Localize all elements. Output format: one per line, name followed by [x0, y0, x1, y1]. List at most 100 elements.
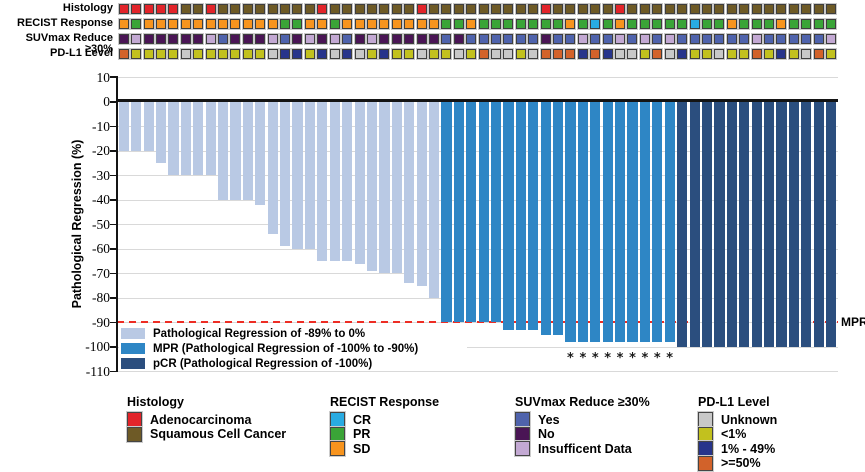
- track-cell-pdl1_ge50: [750, 47, 763, 60]
- track-cell-suv_insufficient: [576, 32, 589, 45]
- track-cell-squamous: [490, 2, 502, 15]
- track-cell-squamous: [775, 2, 788, 15]
- track-cell-squamous: [254, 2, 267, 15]
- track-cell-pdl1_ge50: [651, 47, 664, 60]
- waterfall-bar: [193, 101, 204, 176]
- y-tick-mark: [110, 174, 117, 177]
- waterfall-bar: [701, 101, 713, 347]
- track-cell-squamous: [217, 2, 230, 15]
- waterfall-bar: [453, 101, 464, 323]
- track-cell-suv_insufficient: [824, 32, 837, 45]
- track-cell-adenocarcinoma: [142, 2, 155, 15]
- waterfall-bar: [627, 101, 638, 343]
- legend-item: 1% - 49%: [697, 440, 775, 457]
- y-tick-mark: [110, 346, 117, 348]
- waterfall-bar: [342, 101, 353, 262]
- track-cell-recist_pr: [477, 17, 490, 30]
- track-cell-pdl1_lt1: [229, 47, 242, 60]
- waterfall-bar: [329, 101, 340, 262]
- track-cell-suv_no: [142, 32, 155, 45]
- track-cell-pdl1_1to49: [601, 47, 614, 60]
- waterfall-bar: [652, 101, 663, 343]
- track-cell-recist_sd: [303, 17, 316, 30]
- track-cell-pdl1_unknown: [452, 47, 465, 60]
- legend-item: Unknown: [697, 411, 777, 428]
- track-cell-recist_pr: [700, 17, 713, 30]
- track-cell-squamous: [564, 2, 577, 15]
- track-cell-pdl1_ge50: [477, 47, 490, 60]
- track-cell-recist_sd: [465, 17, 478, 30]
- zero-baseline: [116, 99, 838, 102]
- track-cell-suv_no: [427, 32, 440, 45]
- track-cell-pdl1_1to49: [291, 47, 304, 60]
- track-cell-pdl1_unknown: [179, 47, 192, 60]
- track-cell-squamous: [824, 2, 837, 15]
- track-cell-pdl1_ge50: [812, 47, 825, 60]
- track-cell-squamous: [341, 2, 354, 15]
- plot-legend-label: Pathological Regression of -89% to 0%: [153, 327, 366, 340]
- legend-item-label: Yes: [538, 412, 560, 427]
- track-cell-suv_no: [229, 32, 242, 45]
- y-tick-mark: [110, 150, 117, 152]
- track-cell-pdl1_lt1: [725, 47, 738, 60]
- legend-swatch-squamous: [126, 425, 143, 443]
- legend-swatch-pdl1_ge50: [697, 454, 714, 472]
- track-cell-squamous: [738, 2, 751, 15]
- track-cell-squamous: [750, 2, 763, 15]
- track-cell-squamous: [713, 2, 726, 15]
- legend-item: <1%: [697, 425, 746, 443]
- waterfall-bar: [379, 101, 390, 274]
- y-axis-title: Pathological Regression (%): [70, 139, 84, 309]
- track-cell-squamous: [502, 2, 515, 15]
- waterfall-bar: [751, 101, 762, 347]
- waterfall-bar: [739, 101, 750, 347]
- track-cell-recist_pr: [787, 17, 800, 30]
- track-cell-recist_sd: [266, 17, 279, 30]
- track-cell-squamous: [229, 2, 242, 15]
- legend-swatch-pcr-bar: [121, 358, 145, 369]
- y-tick-mark: [110, 272, 117, 275]
- track-cell-suv_yes: [217, 32, 230, 45]
- track-cell-suv_yes: [465, 32, 478, 45]
- track-cell-recist_pr: [527, 17, 540, 30]
- gridline: [116, 297, 838, 299]
- gridline: [116, 199, 838, 201]
- track-cell-recist_pr: [663, 17, 676, 30]
- track-cell-recist_sd: [192, 17, 205, 30]
- y-tick-label: -30: [92, 167, 110, 183]
- gridline: [116, 371, 838, 373]
- track-cell-recist_sd: [378, 17, 391, 30]
- track-cell-recist_sd: [365, 17, 378, 30]
- track-cell-suv_yes: [502, 32, 515, 45]
- y-tick-mark: [110, 125, 117, 128]
- track-cell-recist_pr: [651, 17, 664, 30]
- track-cell-suv_no: [179, 32, 192, 45]
- gridline: [116, 126, 838, 128]
- track-cell-adenocarcinoma: [415, 2, 428, 15]
- track-cell-squamous: [291, 2, 304, 15]
- track-cell-recist_sd: [229, 17, 242, 30]
- track-label-suvmax: SUVmax Reduce ≥30%: [25, 32, 113, 55]
- plot-legend-label: pCR (Pathological Regression of -100%): [153, 357, 373, 370]
- legend-item: Insufficent Data: [514, 440, 632, 457]
- significance-asterisk: *: [616, 350, 624, 366]
- track-cell-pdl1_lt1: [403, 47, 416, 60]
- track-cell-recist_sd: [390, 17, 403, 30]
- y-tick-label: -20: [92, 143, 110, 159]
- waterfall-bar: [825, 101, 837, 347]
- track-cell-suv_yes: [725, 32, 738, 45]
- track-cell-recist_pr: [291, 17, 304, 30]
- track-cell-suv_yes: [477, 32, 490, 45]
- legend-swatch-pdl1_lt1: [697, 425, 714, 443]
- waterfall-bar: [528, 101, 539, 330]
- track-cell-suv_insufficient: [204, 32, 217, 45]
- track-cell-pdl1_lt1: [167, 47, 180, 60]
- legend-item-label: >=50%: [721, 456, 761, 470]
- track-cell-pdl1_lt1: [688, 47, 701, 60]
- waterfall-bar: [689, 101, 700, 347]
- track-cell-recist_pr: [738, 17, 751, 30]
- track-cell-squamous: [192, 2, 205, 15]
- track-cell-pdl1_unknown: [800, 47, 813, 60]
- track-cell-recist_pr: [514, 17, 527, 30]
- track-cell-pdl1_1to49: [279, 47, 292, 60]
